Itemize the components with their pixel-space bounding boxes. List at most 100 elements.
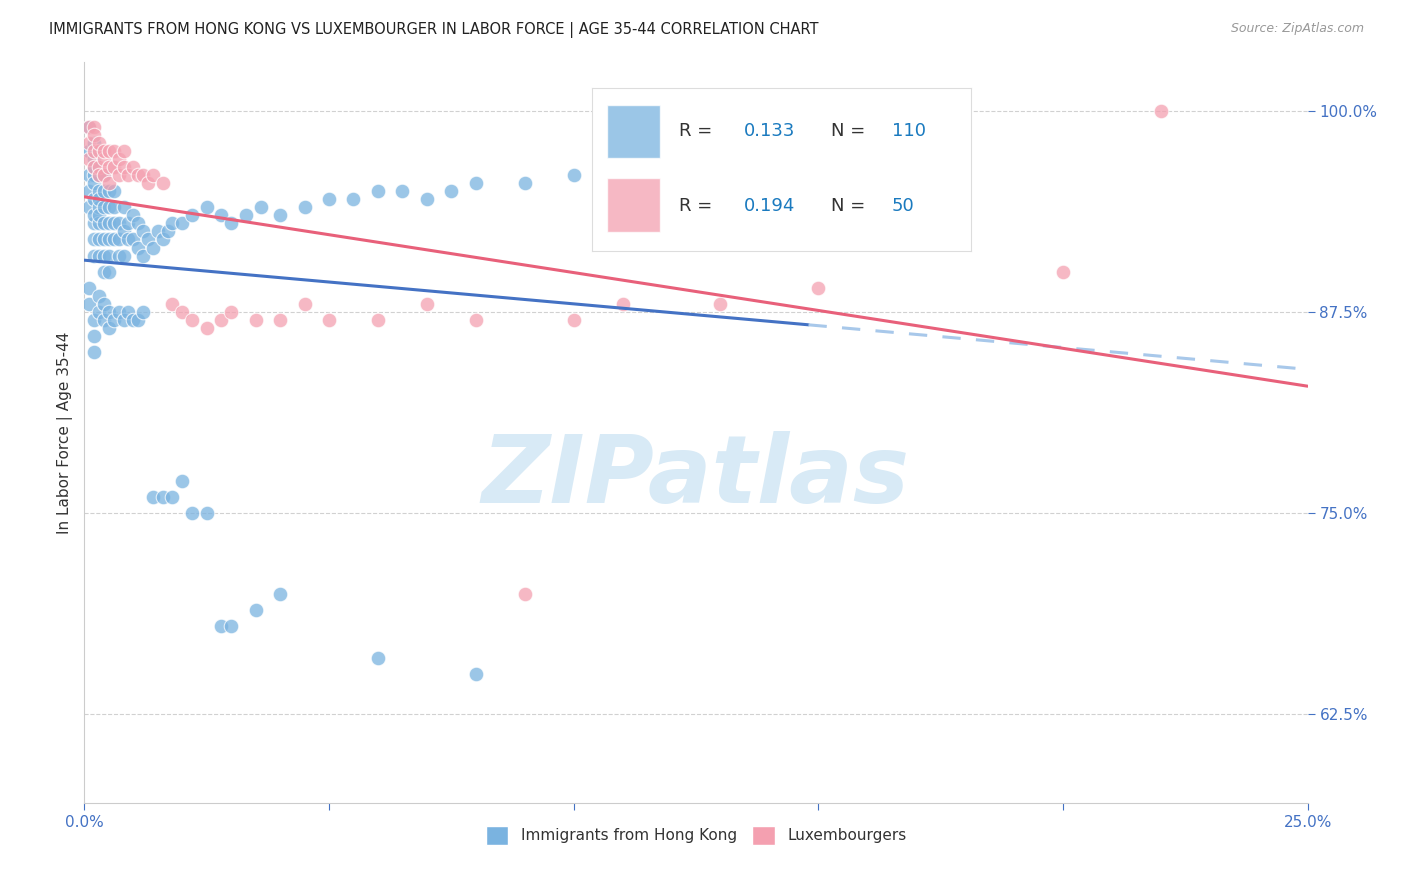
Point bbox=[245, 313, 267, 327]
Point bbox=[97, 216, 120, 230]
Point bbox=[87, 216, 110, 230]
Point bbox=[122, 208, 145, 222]
Point bbox=[209, 208, 232, 222]
Point bbox=[127, 313, 149, 327]
Point bbox=[83, 249, 105, 263]
Point bbox=[77, 152, 100, 166]
Point bbox=[93, 265, 115, 279]
Point bbox=[87, 192, 110, 206]
Point bbox=[209, 313, 232, 327]
Point bbox=[162, 297, 184, 311]
Point bbox=[97, 200, 120, 214]
Point bbox=[77, 136, 100, 150]
Point bbox=[172, 216, 194, 230]
Point bbox=[97, 160, 120, 174]
Point bbox=[103, 313, 125, 327]
Point bbox=[172, 474, 194, 488]
Point bbox=[103, 160, 125, 174]
Point bbox=[87, 289, 110, 303]
Point bbox=[97, 305, 120, 319]
Point bbox=[93, 184, 115, 198]
Point bbox=[464, 667, 486, 681]
Point bbox=[83, 232, 105, 246]
Point bbox=[83, 144, 105, 158]
Point bbox=[162, 490, 184, 504]
Point bbox=[83, 345, 105, 359]
Point bbox=[83, 128, 105, 142]
Point bbox=[391, 184, 413, 198]
Legend: Immigrants from Hong Kong, Luxembourgers: Immigrants from Hong Kong, Luxembourgers bbox=[479, 820, 912, 851]
Point bbox=[709, 297, 731, 311]
Point bbox=[87, 249, 110, 263]
Point bbox=[112, 249, 135, 263]
Point bbox=[97, 176, 120, 190]
Point bbox=[112, 160, 135, 174]
Point bbox=[103, 184, 125, 198]
Point bbox=[416, 192, 439, 206]
Point bbox=[93, 168, 115, 182]
Point bbox=[83, 192, 105, 206]
Point bbox=[87, 160, 110, 174]
Point bbox=[661, 160, 683, 174]
Point bbox=[87, 305, 110, 319]
Point bbox=[181, 506, 204, 520]
Point bbox=[249, 200, 271, 214]
Point bbox=[367, 184, 389, 198]
Point bbox=[269, 313, 291, 327]
Point bbox=[1052, 265, 1074, 279]
Point bbox=[318, 192, 340, 206]
Point bbox=[83, 120, 105, 134]
Y-axis label: In Labor Force | Age 35-44: In Labor Force | Age 35-44 bbox=[58, 332, 73, 533]
Point bbox=[156, 224, 179, 238]
Point bbox=[93, 249, 115, 263]
Point bbox=[464, 176, 486, 190]
Point bbox=[209, 619, 232, 633]
Point bbox=[416, 297, 439, 311]
Point bbox=[342, 192, 364, 206]
Point bbox=[132, 224, 155, 238]
Point bbox=[562, 313, 585, 327]
Point bbox=[107, 249, 129, 263]
Point bbox=[318, 313, 340, 327]
Point bbox=[93, 152, 115, 166]
Point bbox=[93, 232, 115, 246]
Point bbox=[77, 281, 100, 295]
Point bbox=[294, 297, 316, 311]
Point bbox=[112, 144, 135, 158]
Point bbox=[103, 232, 125, 246]
Point bbox=[269, 586, 291, 600]
Point bbox=[93, 216, 115, 230]
Point bbox=[87, 208, 110, 222]
Point bbox=[367, 313, 389, 327]
Text: IMMIGRANTS FROM HONG KONG VS LUXEMBOURGER IN LABOR FORCE | AGE 35-44 CORRELATION: IMMIGRANTS FROM HONG KONG VS LUXEMBOURGE… bbox=[49, 22, 818, 38]
Point bbox=[83, 152, 105, 166]
Point bbox=[87, 232, 110, 246]
Point bbox=[464, 313, 486, 327]
Point bbox=[87, 168, 110, 182]
Point bbox=[93, 200, 115, 214]
Point bbox=[87, 184, 110, 198]
Text: Source: ZipAtlas.com: Source: ZipAtlas.com bbox=[1230, 22, 1364, 36]
Point bbox=[97, 249, 120, 263]
Point bbox=[87, 136, 110, 150]
Point bbox=[152, 176, 174, 190]
Point bbox=[93, 168, 115, 182]
Point bbox=[93, 297, 115, 311]
Point bbox=[181, 208, 204, 222]
Point bbox=[152, 232, 174, 246]
Point bbox=[152, 490, 174, 504]
Text: ZIPatlas: ZIPatlas bbox=[482, 431, 910, 523]
Point bbox=[807, 281, 830, 295]
Point bbox=[117, 168, 139, 182]
Point bbox=[562, 168, 585, 182]
Point bbox=[97, 265, 120, 279]
Point bbox=[219, 305, 242, 319]
Point bbox=[235, 208, 257, 222]
Point bbox=[107, 232, 129, 246]
Point bbox=[136, 176, 159, 190]
Point bbox=[612, 168, 634, 182]
Point bbox=[136, 232, 159, 246]
Point bbox=[93, 313, 115, 327]
Point bbox=[172, 305, 194, 319]
Point bbox=[142, 490, 165, 504]
